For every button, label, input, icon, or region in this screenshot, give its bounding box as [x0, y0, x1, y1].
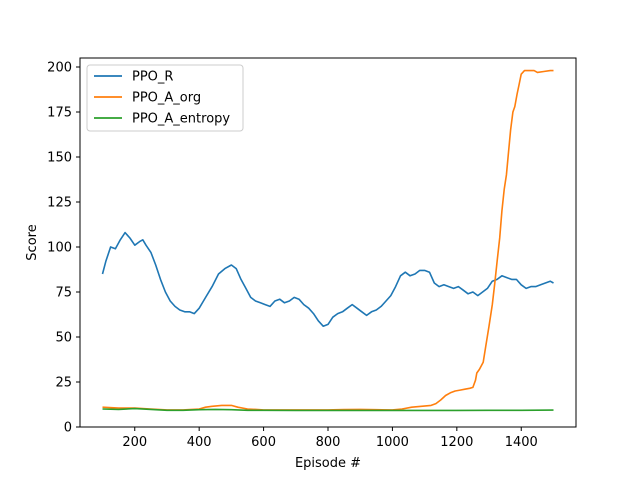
x-tick-label: 1000 — [376, 435, 409, 450]
x-tick-label: 1200 — [440, 435, 473, 450]
y-tick-label: 25 — [55, 376, 72, 391]
x-axis-label: Episode # — [295, 456, 361, 471]
y-tick-label: 100 — [47, 241, 72, 256]
legend-entry: PPO_R — [132, 70, 173, 85]
legend-entry: PPO_A_org — [132, 91, 201, 106]
y-tick-label: 75 — [55, 286, 72, 301]
series-line-ppo-a-entropy — [102, 407, 554, 412]
x-tick-label: 600 — [251, 435, 276, 450]
x-axis: 200 400 600 800 1000 1200 1400 — [122, 427, 538, 450]
series-line-ppo-r — [101, 231, 554, 327]
y-tick-label: 50 — [55, 331, 72, 346]
x-tick-label: 800 — [316, 435, 341, 450]
x-tick-label: 200 — [122, 435, 147, 450]
legend: PPO_R PPO_A_org PPO_A_entropy — [86, 64, 244, 132]
y-tick-label: 175 — [47, 106, 72, 121]
x-tick-label: 1400 — [505, 435, 538, 450]
y-axis-label: Score — [25, 224, 40, 260]
y-tick-label: 125 — [47, 196, 72, 211]
y-tick-label: 150 — [47, 151, 72, 166]
x-tick-label: 400 — [187, 435, 212, 450]
y-axis: 0 25 50 75 100 125 150 175 200 — [47, 61, 80, 436]
y-tick-label: 0 — [64, 421, 72, 436]
series-layer — [101, 69, 554, 412]
series-line-ppo-a-org — [102, 69, 554, 411]
legend-frame — [86, 64, 244, 132]
legend-entry: PPO_A_entropy — [132, 112, 230, 127]
y-tick-label: 200 — [47, 61, 72, 76]
